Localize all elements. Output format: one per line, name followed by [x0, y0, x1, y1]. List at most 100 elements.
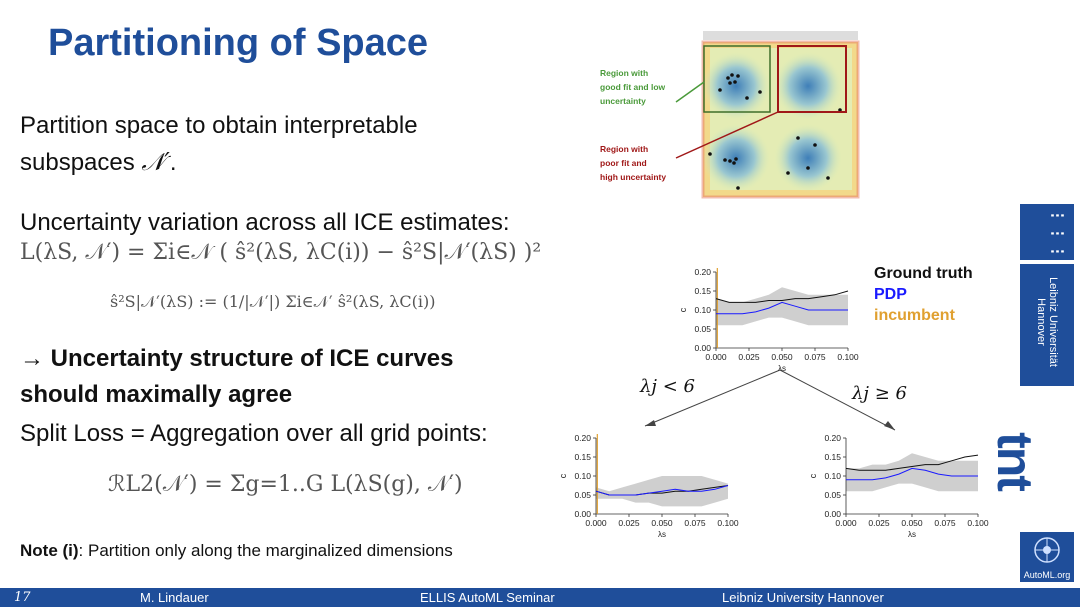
- uncertainty-heading: Uncertainty variation across all ICE est…: [20, 209, 510, 236]
- heatmap-edge: [701, 40, 860, 199]
- heatmap-blob: [774, 124, 842, 192]
- y-axis-label: c: [558, 473, 568, 478]
- svg-text:uncertainty: uncertainty: [600, 96, 646, 106]
- note-line: Note (i): Partition only along the margi…: [20, 541, 453, 561]
- legend-incumbent: incumbent: [874, 307, 955, 324]
- region-heatmap-figure: Region with good fit and low uncertainty…: [600, 31, 860, 199]
- legend-pdp: PDP: [874, 286, 907, 303]
- y-tick-label: 0.15: [694, 286, 711, 296]
- x-tick-label: 0.075: [804, 352, 826, 362]
- y-tick-label: 0.05: [574, 490, 591, 500]
- green-pointer-line: [675, 81, 705, 103]
- poor-fit-annotation: Region with poor fit and high uncertaint…: [600, 144, 666, 182]
- y-tick-label: 0.00: [824, 509, 841, 519]
- ground-truth-line: [845, 454, 979, 471]
- y-tick-label: 0.00: [574, 509, 591, 519]
- note-label: Note (i): [20, 541, 79, 560]
- x-tick-label: 0.000: [585, 518, 607, 528]
- left-line-chart: 0.00 0.05 0.10 0.15 0.20 0.000 0.025 0.050 0.075…: [558, 433, 739, 539]
- variance-definition-formula: ŝ²S|𝒩′(λS) := (1/|𝒩′|) Σi∈𝒩′ ŝ²(λS, λC(i…: [110, 292, 436, 311]
- sample-points: [708, 73, 842, 190]
- x-tick-label: 0.100: [967, 518, 989, 528]
- right-line-chart: 0.00 0.05 0.10 0.15 0.20 0.000 0.025 0.050 0.075…: [808, 433, 989, 539]
- leibniz-mark: ⋮⋮⋮: [1020, 204, 1074, 262]
- y-tick-label: 0.10: [694, 305, 711, 315]
- left-split-label: λj < 6: [640, 376, 695, 397]
- y-axis-label: c: [808, 473, 818, 478]
- automl-logo: AutoML.org: [1020, 532, 1074, 582]
- automl-emblem-icon: [1034, 537, 1060, 563]
- risk-formula: ℛL2(𝒩′) = Σg=1..G L(λS(g), 𝒩′): [108, 472, 463, 497]
- university-name: Leibniz Universität Hannover: [1035, 277, 1059, 367]
- y-tick-label: 0.05: [824, 490, 841, 500]
- footer-author: M. Lindauer: [140, 590, 209, 605]
- page-title: Partitioning of Space: [48, 22, 429, 64]
- x-tick-label: 0.050: [651, 518, 673, 528]
- leibniz-dots-glyph: ⋮⋮⋮: [1049, 208, 1066, 262]
- tnt-logo: tnt: [987, 392, 1074, 526]
- split-loss-text: Split Loss = Aggregation over all grid p…: [20, 420, 488, 447]
- uncertainty-band: [716, 287, 848, 326]
- right-arrowhead: [884, 421, 895, 430]
- x-tick-label: 0.075: [934, 518, 956, 528]
- pdp-line: [846, 467, 978, 481]
- y-tick-label: 0.10: [824, 471, 841, 481]
- intro-line-1: Partition space to obtain interpretable: [20, 112, 418, 139]
- ground-truth-line: [715, 290, 849, 303]
- x-tick-label: 0.100: [837, 352, 859, 362]
- subspace-symbol: 𝒩′: [141, 148, 170, 176]
- y-tick-label: 0.20: [824, 433, 841, 443]
- y-tick-label: 0.10: [574, 471, 591, 481]
- svg-text:good fit and low: good fit and low: [600, 82, 666, 92]
- heatmap-blob: [774, 52, 842, 120]
- footer-event: ELLIS AutoML Seminar: [420, 590, 555, 605]
- svg-text:high uncertainty: high uncertainty: [600, 172, 666, 182]
- x-tick-label: 0.025: [738, 352, 760, 362]
- good-fit-region-box: [703, 45, 771, 113]
- pdp-line: [716, 301, 848, 315]
- pdp-line: [595, 485, 729, 496]
- right-split-arrow: [779, 369, 896, 431]
- automl-label: AutoML.org: [1023, 570, 1071, 580]
- intro-period: .: [169, 149, 177, 176]
- y-tick-label: 0.15: [824, 452, 841, 462]
- y-tick-label: 0.20: [574, 433, 591, 443]
- x-tick-label: 0.000: [835, 518, 857, 528]
- tnt-logo-text: tnt: [986, 432, 1043, 490]
- right-split-label: λj ≥ 6: [852, 383, 907, 404]
- good-fit-annotation: Region with good fit and low uncertainty: [600, 68, 666, 106]
- bullet-line-2: should maximally agree: [20, 381, 293, 408]
- note-text: : Partition only along the marginalized …: [78, 541, 453, 560]
- red-pointer-line: [675, 111, 779, 159]
- heatmap-header-bar: [703, 31, 858, 40]
- y-tick-label: 0.20: [694, 267, 711, 277]
- page-number: 17: [14, 590, 31, 605]
- footer-bar: 17 M. Lindauer ELLIS AutoML Seminar Leib…: [0, 588, 1080, 607]
- chart-legend: Ground truth PDP incumbent: [874, 263, 973, 326]
- legend-ground-truth: Ground truth: [874, 265, 973, 282]
- x-axis-label: λs: [778, 364, 786, 373]
- x-axis-label: λs: [908, 530, 916, 539]
- y-axis-label: c: [678, 307, 688, 312]
- x-tick-label: 0.075: [684, 518, 706, 528]
- svg-text:Region with: Region with: [600, 68, 648, 78]
- intro-paragraph: Partition space to obtain interpretable …: [20, 108, 418, 181]
- x-axis-label: λs: [658, 530, 666, 539]
- y-tick-label: 0.15: [574, 452, 591, 462]
- x-tick-label: 0.100: [717, 518, 739, 528]
- y-tick-label: 0.00: [694, 343, 711, 353]
- x-tick-label: 0.000: [705, 352, 727, 362]
- x-tick-label: 0.025: [618, 518, 640, 528]
- poor-fit-region-box: [777, 45, 847, 113]
- x-tick-label: 0.025: [868, 518, 890, 528]
- left-split-arrow: [644, 369, 781, 427]
- left-arrowhead: [645, 420, 656, 426]
- footer-affiliation: Leibniz University Hannover: [722, 590, 884, 605]
- svg-text:Region with: Region with: [600, 144, 648, 154]
- x-tick-label: 0.050: [771, 352, 793, 362]
- split-arrows: [644, 369, 896, 431]
- x-tick-label: 0.050: [901, 518, 923, 528]
- y-tick-label: 0.05: [694, 324, 711, 334]
- intro-text: subspaces: [20, 149, 135, 176]
- bullet-line-1: → Uncertainty structure of ICE curves: [20, 345, 454, 372]
